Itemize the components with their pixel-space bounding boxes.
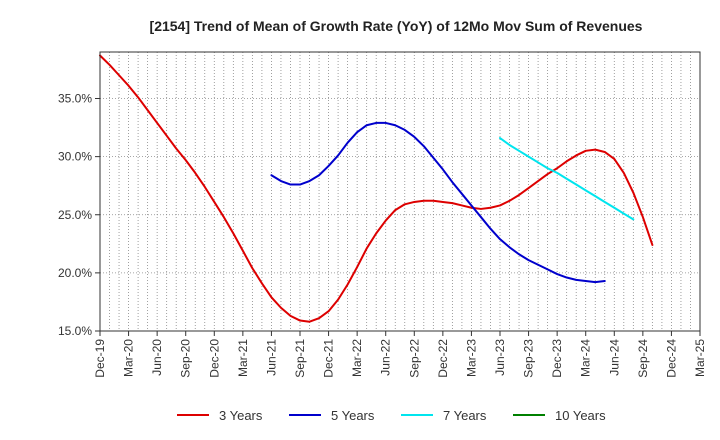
grid-layer	[100, 52, 700, 331]
x-tick-label: Jun-20	[150, 339, 164, 376]
x-tick-label: Dec-20	[207, 339, 221, 378]
legend-label-7-years: 7 Years	[443, 408, 487, 423]
x-tick-label: Mar-20	[122, 339, 136, 377]
series-line-5-years	[270, 121, 606, 284]
x-tick-label: Mar-23	[464, 339, 478, 377]
x-tick-label: Mar-22	[350, 339, 364, 377]
series-line-7-years	[499, 137, 635, 221]
legend-label-10-years: 10 Years	[555, 408, 606, 423]
x-tick-label: Dec-23	[550, 339, 564, 378]
x-tick-label: Sep-21	[293, 339, 307, 378]
x-tick-label: Dec-19	[93, 339, 107, 378]
y-tick-label: 20.0%	[58, 266, 92, 280]
x-tick-label: Jun-23	[493, 339, 507, 376]
y-tick-label: 15.0%	[58, 324, 92, 338]
x-tick-label: Mar-21	[236, 339, 250, 377]
x-tick-label: Jun-24	[607, 339, 621, 376]
legend-label-5-years: 5 Years	[331, 408, 375, 423]
x-tick-label: Sep-20	[179, 339, 193, 378]
plot-frame	[99, 51, 701, 332]
legend-label-3-years: 3 Years	[219, 408, 263, 423]
y-tick-label: 30.0%	[58, 150, 92, 164]
x-tick-label: Mar-24	[579, 339, 593, 377]
x-tick-label: Jun-22	[379, 339, 393, 376]
legend: 3 Years 5 Years 7 Years 10 Years	[177, 408, 606, 423]
x-tick-label: Dec-22	[436, 339, 450, 378]
y-tick-label: 35.0%	[58, 92, 92, 106]
y-tick-label: 25.0%	[58, 208, 92, 222]
x-tick-label: Dec-21	[322, 339, 336, 378]
series-line-3-years	[99, 54, 654, 323]
series-layer	[99, 54, 654, 323]
x-tick-label: Sep-22	[407, 339, 421, 378]
x-tick-label: Sep-24	[636, 339, 650, 378]
x-tick-label: Jun-21	[264, 339, 278, 376]
chart-title: [2154] Trend of Mean of Growth Rate (YoY…	[150, 18, 643, 34]
axis-layer: 15.0% 20.0% 25.0% 30.0% 35.0% Dec-19 Mar-20 Jun…	[58, 51, 707, 378]
x-tick-label: Mar-25	[693, 339, 707, 377]
x-tick-label: Sep-23	[522, 339, 536, 378]
x-tick-label: Dec-24	[664, 339, 678, 378]
